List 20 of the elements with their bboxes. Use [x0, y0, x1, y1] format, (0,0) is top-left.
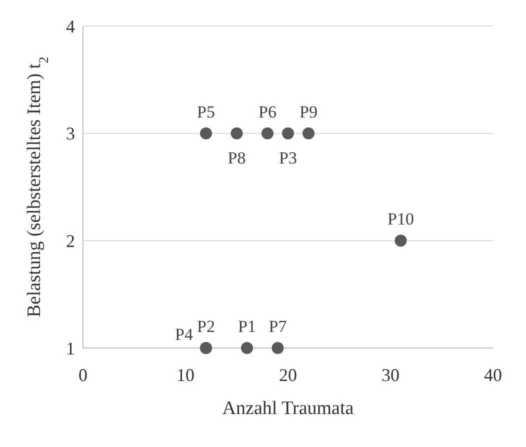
- x-tick-label: 0: [78, 364, 88, 385]
- data-label: P8: [228, 148, 246, 168]
- data-label: P4: [175, 325, 194, 344]
- data-label: P2: [197, 317, 215, 336]
- data-label: P7: [268, 317, 288, 336]
- data-label: P1: [238, 317, 256, 336]
- data-label: P5: [197, 102, 215, 122]
- data-label: P10: [388, 210, 414, 229]
- x-tick-label: 40: [484, 364, 502, 385]
- y-tick-label: 3: [66, 124, 75, 144]
- x-tick-label: 30: [382, 364, 400, 385]
- y-tick-label: 2: [66, 231, 75, 252]
- y-tick-label: 4: [66, 16, 75, 36]
- x-axis-title: Anzahl Traumata: [222, 398, 354, 419]
- data-label: P9: [300, 102, 318, 122]
- data-label: P3: [279, 148, 297, 168]
- y-tick-label: 1: [66, 338, 75, 358]
- x-tick-label: 10: [176, 364, 194, 385]
- data-label: P6: [258, 102, 276, 122]
- x-tick-label: 20: [279, 364, 297, 385]
